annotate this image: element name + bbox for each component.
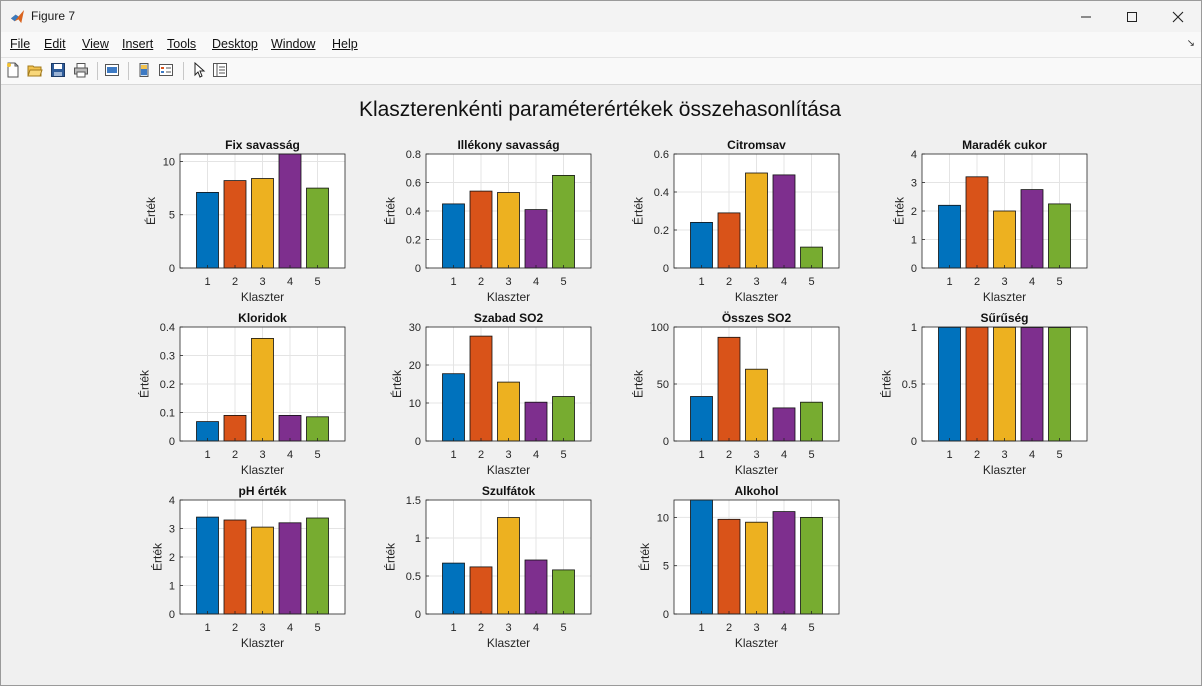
menu-help[interactable]: Help [332,37,358,51]
menu-tools[interactable]: Tools [167,37,196,51]
matlab-logo-icon [10,9,25,24]
link-plot-icon[interactable] [104,62,120,78]
menu-tools-label: Tools [167,37,197,51]
menu-insert-label: Insert [122,37,154,51]
close-button[interactable] [1155,1,1201,32]
legend-icon[interactable] [158,62,174,78]
open-file-icon[interactable] [27,62,43,78]
window-title: Figure 7 [31,9,76,23]
title-bar[interactable]: Figure 7 [1,1,1201,32]
minimize-icon [1081,16,1091,17]
toolbar-separator [183,62,184,80]
maximize-icon [1127,11,1137,22]
menu-edit-label: Edit [44,37,66,51]
figure-canvas [1,85,1201,685]
toolbar-separator [128,62,129,80]
menu-bar: File Edit View Insert Tools Desktop Wind… [1,32,1201,58]
pointer-icon[interactable] [191,62,207,78]
property-inspector-icon[interactable] [212,62,228,78]
menu-edit[interactable]: Edit [44,37,66,51]
toolbar [1,58,1201,85]
close-icon [1172,11,1184,22]
menu-window-label: Window [271,37,316,51]
menu-insert[interactable]: Insert [122,37,153,51]
toolbar-separator [97,62,98,80]
menu-desktop[interactable]: Desktop [212,37,258,51]
menu-file[interactable]: File [10,37,30,51]
menu-window[interactable]: Window [271,37,315,51]
menu-desktop-label: Desktop [212,37,258,51]
new-figure-icon[interactable] [5,62,21,78]
print-icon[interactable] [73,62,89,78]
minimize-button[interactable] [1063,1,1109,32]
menu-file-label: File [10,37,31,51]
colorbar-icon[interactable] [136,62,152,78]
save-icon[interactable] [50,62,66,78]
dock-arrow-icon[interactable]: ↘ [1186,38,1195,49]
menu-view-label: View [82,37,109,51]
menu-help-label: Help [332,37,358,51]
figure-title: Klaszterenkénti paraméterértékek összeha… [358,98,842,121]
menu-view[interactable]: View [82,37,109,51]
maximize-button[interactable] [1109,1,1155,32]
